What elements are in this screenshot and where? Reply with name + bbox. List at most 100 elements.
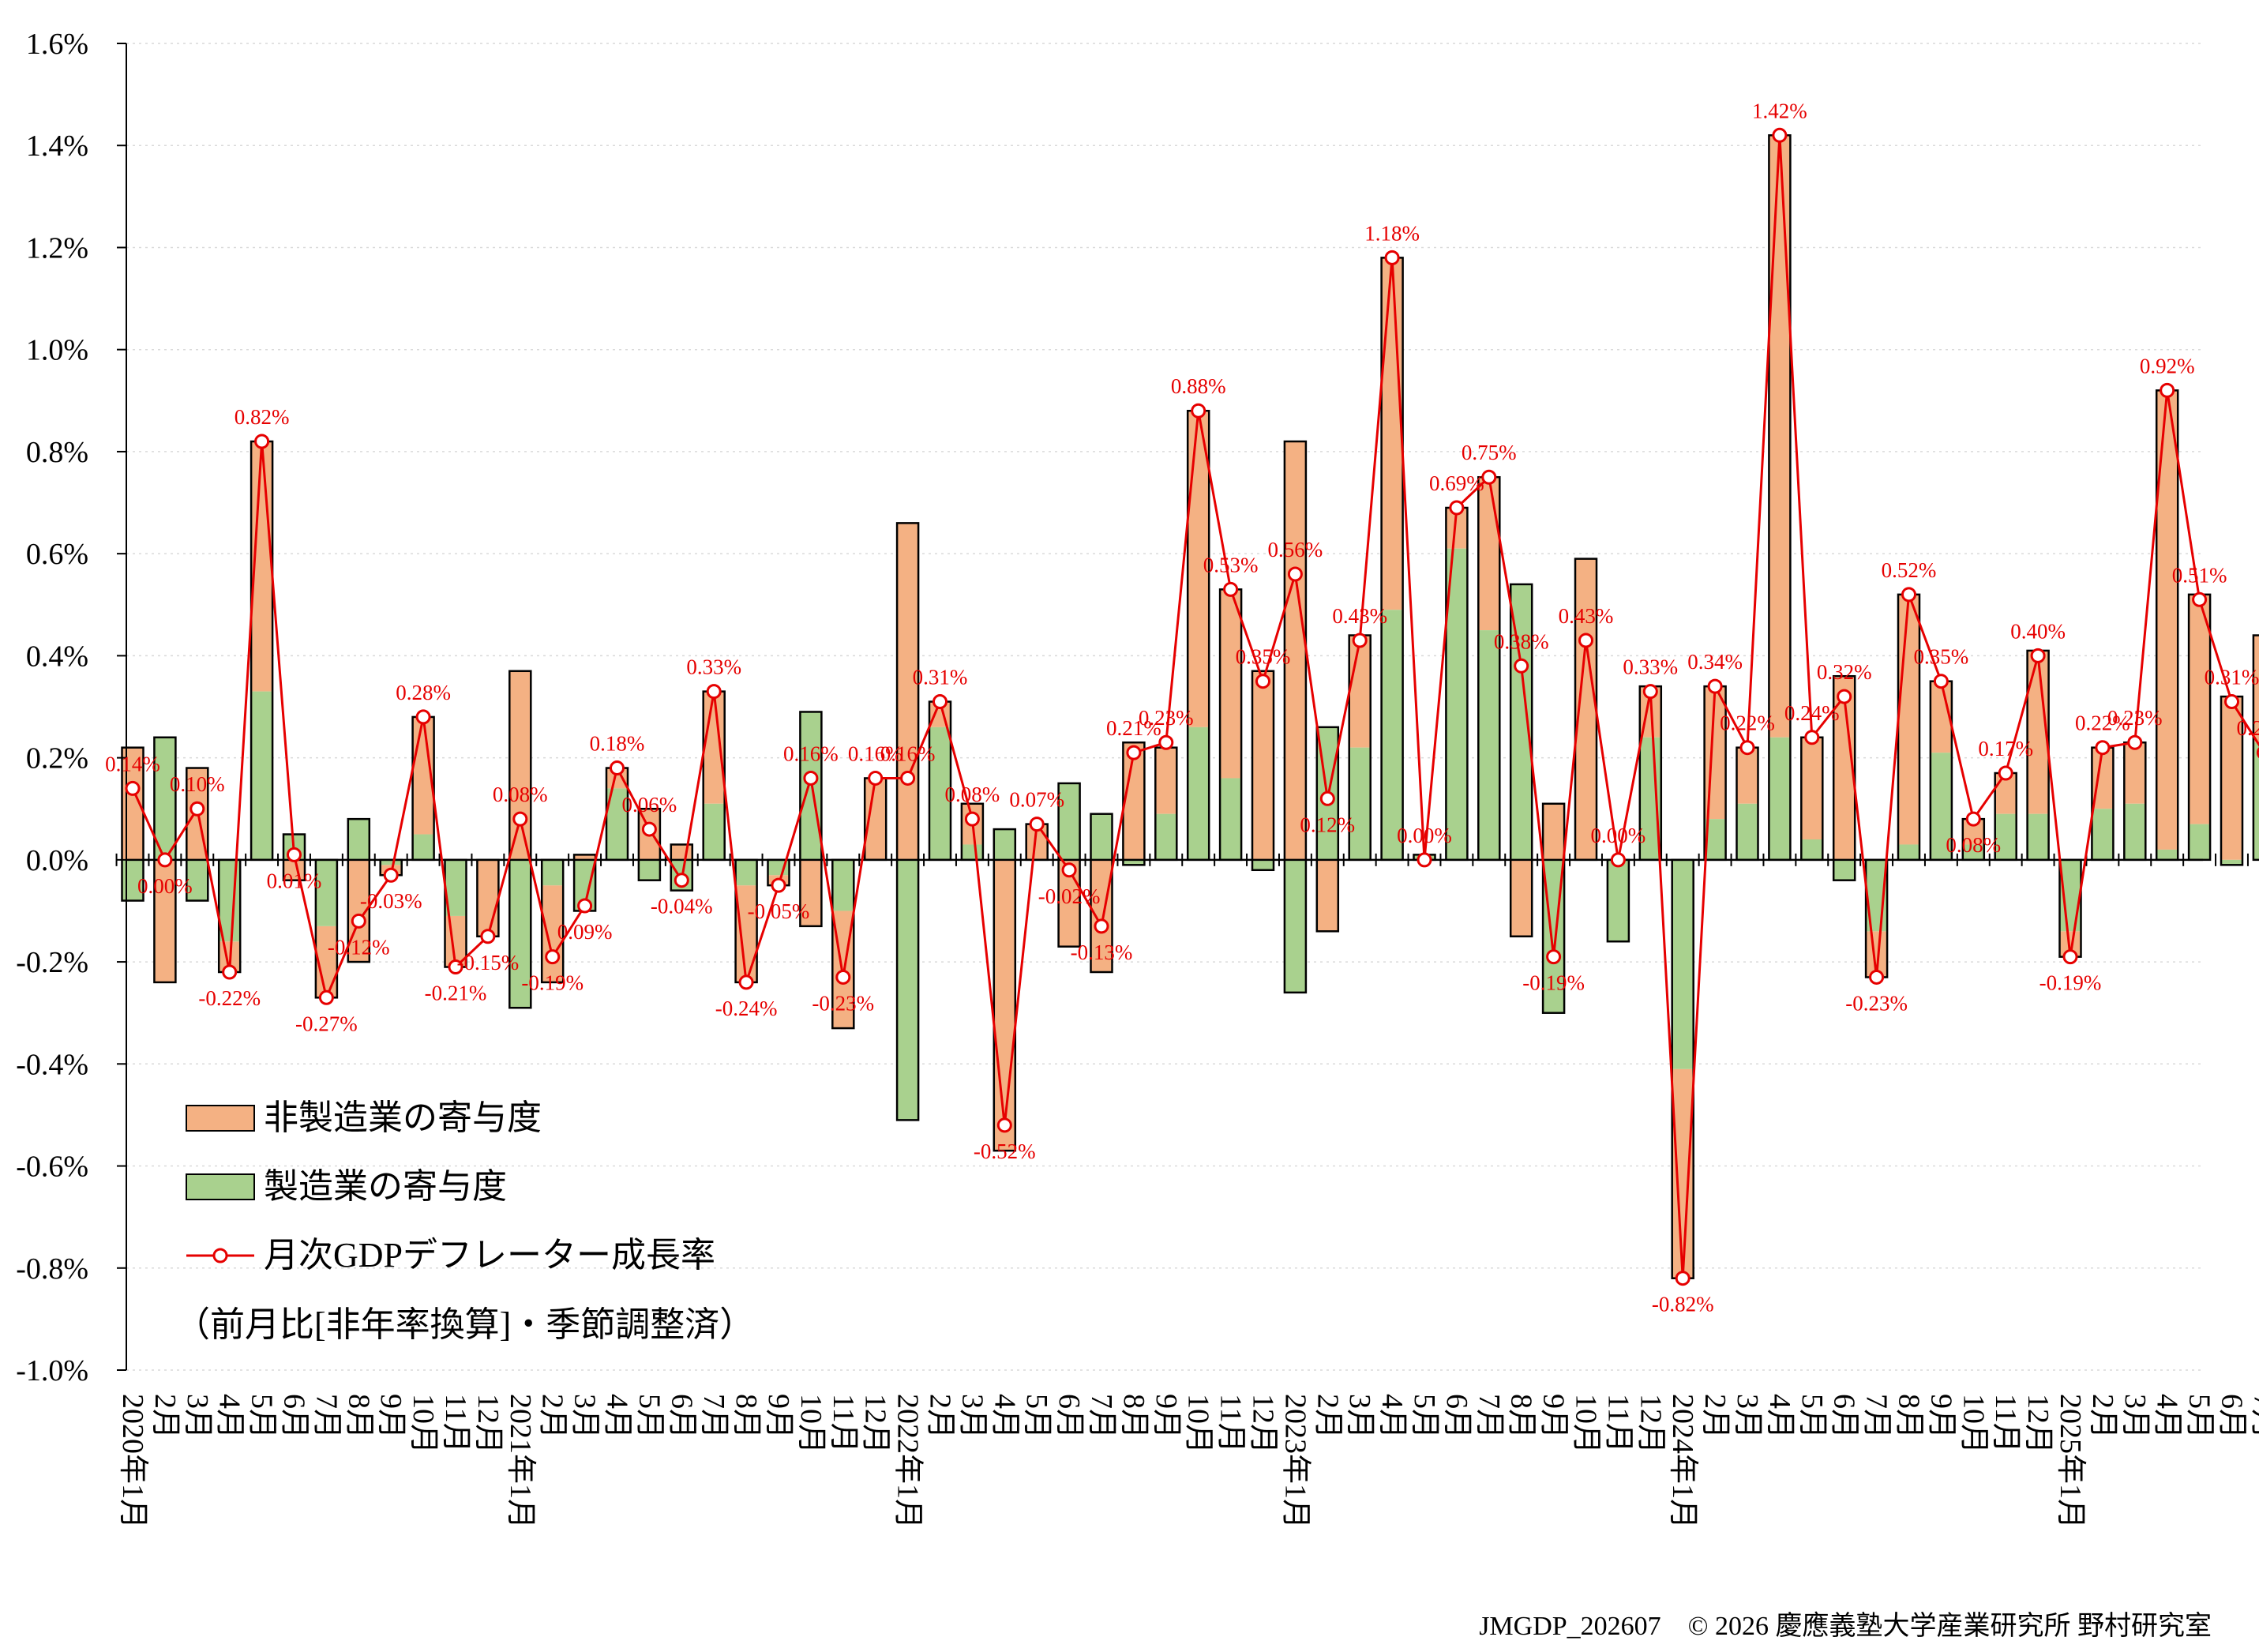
bar-manufacturing — [380, 859, 402, 865]
x-tick-label: 4月 — [1763, 1394, 1796, 1439]
deflator-point — [1514, 658, 1529, 674]
y-tick-label: 1.6% — [26, 28, 88, 61]
deflator-point — [1352, 633, 1368, 648]
deflator-data-label: 0.17% — [1978, 737, 2033, 760]
deflator-data-label: 0.92% — [2140, 354, 2195, 377]
x-tick-label: 3月 — [569, 1394, 602, 1439]
x-tick-label: 12月 — [1634, 1394, 1667, 1454]
bar-nonmanufacturing — [1123, 742, 1145, 860]
y-tick-label: 1.4% — [26, 130, 88, 163]
x-tick-label: 11月 — [1214, 1394, 1248, 1453]
bar-nonmanufacturing — [703, 691, 725, 804]
bar-manufacturing — [1801, 839, 1823, 860]
axes: 1.6% 1.4% 1.2% 1.0% 0.8% 0.6% 0.4% 0.2% 0.0% -0.2… — [16, 28, 2259, 1529]
deflator-point — [706, 684, 722, 700]
deflator-data-label: 0.31% — [913, 666, 968, 689]
x-tick-label: 9月 — [1150, 1394, 1183, 1439]
x-tick-label: 2022年1月 — [891, 1394, 925, 1529]
bar-manufacturing — [1672, 859, 1694, 1069]
x-tick-label: 2025年1月 — [2054, 1394, 2087, 1529]
deflator-point — [964, 811, 980, 827]
deflator-data-label: 0.31% — [2205, 666, 2259, 689]
deflator-data-label: 0.28% — [396, 681, 451, 704]
deflator-point — [448, 959, 463, 975]
bar-nonmanufacturing — [2124, 742, 2146, 804]
bar-manufacturing — [961, 844, 983, 860]
x-tick-label: 3月 — [181, 1394, 214, 1439]
bar-nonmanufacturing — [2221, 696, 2242, 860]
bar-manufacturing — [509, 859, 531, 1008]
x-tick-label: 12月 — [859, 1394, 892, 1454]
deflator-point — [1642, 684, 1658, 700]
x-tick-label: 7月 — [1085, 1394, 1118, 1439]
bar-nonmanufacturing — [477, 859, 499, 937]
y-tick-label: 0.6% — [26, 538, 88, 571]
y-tick-label: 0.4% — [26, 640, 88, 673]
bar-manufacturing — [315, 859, 337, 926]
deflator-point — [480, 929, 496, 944]
bar-nonmanufacturing — [283, 859, 305, 880]
deflator-point — [1223, 581, 1239, 597]
y-tick-label: -0.4% — [16, 1048, 88, 1081]
x-tick-label: 8月 — [1505, 1394, 1538, 1439]
bar-outline — [2252, 634, 2259, 862]
x-tick-label: 8月 — [1117, 1394, 1150, 1439]
x-tick-label: 7月 — [310, 1394, 343, 1439]
bar-nonmanufacturing — [670, 844, 692, 860]
y-tick-label: -1.0% — [16, 1354, 88, 1387]
x-tick-label: 10月 — [407, 1394, 440, 1454]
bar-manufacturing — [1252, 859, 1274, 870]
deflator-data-label: 0.35% — [1914, 645, 1969, 669]
bar-outline — [670, 843, 694, 892]
bar-outline — [186, 767, 209, 902]
deflator-data-label: 0.00% — [1397, 824, 1452, 847]
x-tick-label: 5月 — [1796, 1394, 1829, 1439]
x-tick-label: 7月 — [697, 1394, 730, 1439]
bar-manufacturing — [1607, 859, 1629, 942]
x-tick-label: 8月 — [342, 1394, 375, 1439]
bar-manufacturing — [897, 859, 919, 1121]
bar-manufacturing — [703, 803, 725, 860]
bar-manufacturing — [1736, 803, 1758, 860]
deflator-point — [415, 709, 431, 725]
manufacturing-bars — [122, 548, 2259, 1121]
x-tick-label: 10月 — [1570, 1394, 1603, 1454]
deflator-data-label: 0.88% — [1171, 374, 1226, 398]
bar-nonmanufacturing — [1510, 859, 1533, 937]
deflator-data-label: 0.56% — [1268, 538, 1323, 561]
deflator-data-label: 0.23% — [2107, 706, 2163, 730]
deflator-data-label: 0.22% — [2075, 711, 2130, 735]
deflator-point — [2095, 740, 2111, 756]
deflator-data-label: -0.21% — [425, 982, 487, 1005]
bar-nonmanufacturing — [2189, 594, 2211, 824]
deflator-point — [2160, 382, 2175, 398]
deflator-point — [1739, 740, 1755, 756]
bar-manufacturing — [1994, 813, 2017, 860]
deflator-data-label: 0.01% — [267, 869, 322, 892]
x-tick-label: 4月 — [213, 1394, 246, 1439]
x-tick-label: 6月 — [1828, 1394, 1861, 1439]
deflator-data-label: 0.53% — [1203, 553, 1259, 576]
x-tick-label: 7月 — [1860, 1394, 1893, 1439]
legend-label-deflator: 月次GDPデフレーター成長率 — [264, 1236, 715, 1275]
x-tick-label: 10月 — [794, 1394, 827, 1454]
legend: 非製造業の寄与度 製造業の寄与度 月次GDPデフレーター成長率 （前月比[非年率… — [175, 1098, 754, 1344]
bar-outline — [1283, 440, 1308, 994]
x-tick-label: 4月 — [1375, 1394, 1409, 1439]
bar-nonmanufacturing — [897, 523, 919, 860]
x-tick-label: 9月 — [374, 1394, 407, 1439]
deflator-data-label: -0.05% — [748, 899, 810, 923]
x-tick-label: 5月 — [1408, 1394, 1441, 1439]
deflator-data-label: 0.09% — [557, 920, 613, 944]
deflator-data-label: -0.04% — [651, 895, 713, 918]
bar-nonmanufacturing — [1381, 257, 1403, 610]
bar-nonmanufacturing — [509, 670, 531, 860]
deflator-data-label: 0.75% — [1462, 441, 1517, 464]
deflator-data-label: 0.24% — [1784, 701, 1840, 725]
x-tick-label: 5月 — [2183, 1394, 2216, 1439]
deflator-point — [2192, 591, 2208, 607]
x-tick-label: 2月 — [924, 1394, 957, 1439]
bar-manufacturing — [1188, 727, 1210, 860]
deflator-data-label: 0.22% — [1720, 711, 1775, 735]
bar-manufacturing — [2156, 849, 2178, 860]
